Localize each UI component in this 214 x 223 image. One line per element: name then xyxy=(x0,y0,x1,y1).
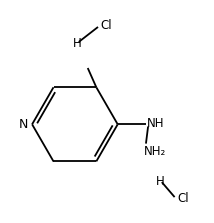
Text: H: H xyxy=(73,37,81,50)
Text: NH₂: NH₂ xyxy=(144,145,166,158)
Text: N: N xyxy=(19,118,28,131)
Text: NH: NH xyxy=(147,117,165,130)
Text: Cl: Cl xyxy=(178,192,189,205)
Text: Cl: Cl xyxy=(101,19,112,32)
Text: H: H xyxy=(156,175,165,188)
